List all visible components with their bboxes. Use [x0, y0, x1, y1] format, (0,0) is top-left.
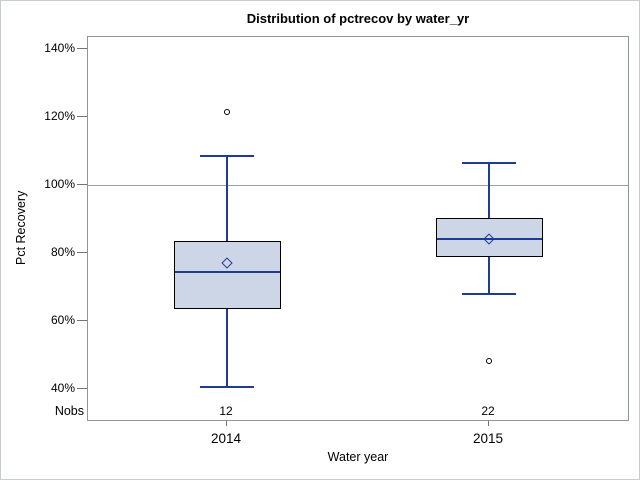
outlier-marker — [223, 109, 230, 116]
nobs-value: 22 — [481, 404, 495, 418]
x-tick-mark — [226, 421, 227, 426]
y-tick-mark — [77, 252, 87, 253]
box-iqr — [173, 241, 281, 310]
whisker-cap — [462, 292, 516, 295]
y-axis-label: Pct Recovery — [14, 190, 28, 266]
y-tick-label: 140% — [44, 41, 75, 55]
y-tick-label: 80% — [50, 245, 75, 259]
y-tick-label: 60% — [50, 313, 75, 327]
whisker-cap — [200, 386, 254, 389]
y-tick-mark — [77, 320, 87, 321]
whisker-cap — [200, 155, 254, 158]
plot-area — [87, 36, 629, 421]
nobs-row-label: Nobs — [54, 404, 84, 418]
y-tick-label: 100% — [44, 177, 75, 191]
y-tick-label: 120% — [44, 109, 75, 123]
y-tick-mark — [77, 48, 87, 49]
x-axis-label: Water year — [327, 450, 389, 464]
y-tick-mark — [77, 184, 87, 185]
median-line — [436, 238, 542, 241]
whisker-cap — [462, 161, 516, 164]
median-line — [174, 270, 280, 273]
y-tick-mark — [77, 116, 87, 117]
category-label: 2015 — [472, 431, 504, 446]
nobs-value: 12 — [219, 404, 233, 418]
category-label: 2014 — [210, 431, 242, 446]
chart-title: Distribution of pctrecov by water_yr — [246, 11, 470, 26]
outlier-marker — [485, 357, 492, 364]
x-tick-mark — [488, 421, 489, 426]
box-iqr — [435, 218, 543, 258]
y-tick-mark — [77, 388, 87, 389]
reference-line — [88, 184, 628, 186]
y-tick-label: 40% — [50, 381, 75, 395]
